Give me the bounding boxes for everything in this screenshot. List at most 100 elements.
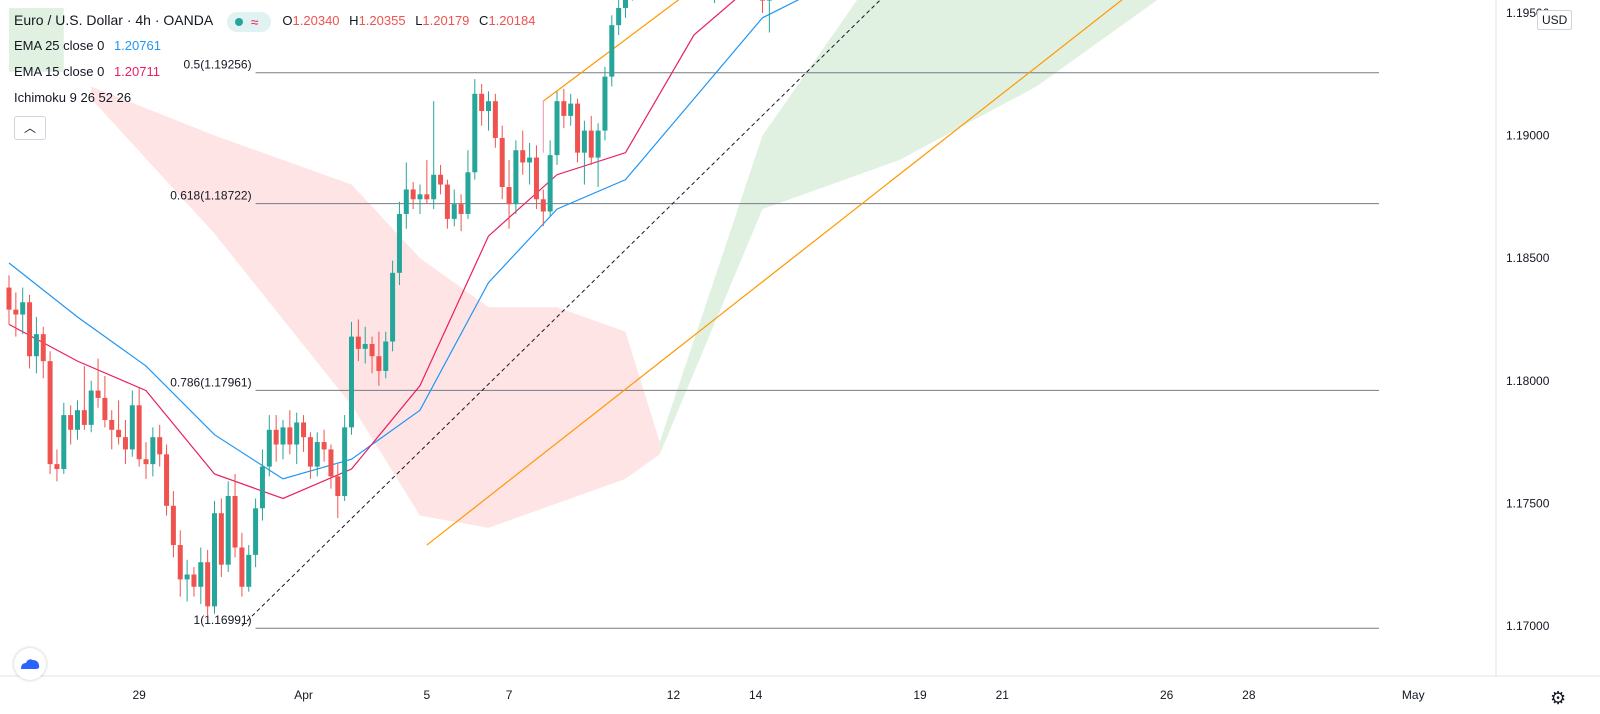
candle-body[interactable] <box>513 150 519 205</box>
candle-body[interactable] <box>95 390 101 398</box>
candle-body[interactable] <box>75 410 80 430</box>
candle-body[interactable] <box>122 437 128 450</box>
candle-body[interactable] <box>766 0 772 1</box>
candle-body[interactable] <box>506 187 512 205</box>
candle-body[interactable] <box>129 405 135 450</box>
candle-body[interactable] <box>479 93 485 111</box>
candle-body[interactable] <box>602 76 608 131</box>
candle-body[interactable] <box>239 547 245 587</box>
candle-body[interactable] <box>177 545 183 580</box>
symbol-title[interactable]: Euro / U.S. Dollar · 4h · OANDA <box>14 12 214 28</box>
candle-body[interactable] <box>383 341 389 371</box>
candle-body[interactable] <box>20 302 26 315</box>
candle-body[interactable] <box>349 336 354 428</box>
candle-body[interactable] <box>588 130 594 158</box>
candle-body[interactable] <box>568 103 574 116</box>
compare-badge[interactable]: ≈ <box>226 11 271 32</box>
candle-body[interactable] <box>47 361 53 465</box>
candle-body[interactable] <box>13 309 19 315</box>
candle-body[interactable] <box>314 442 320 467</box>
candle-body[interactable] <box>253 508 259 555</box>
candle-body[interactable] <box>61 415 67 470</box>
currency-label[interactable]: USD <box>1537 10 1573 30</box>
candle-body[interactable] <box>410 189 416 200</box>
ema25-line[interactable] <box>8 0 1434 480</box>
candle-body[interactable] <box>376 356 382 371</box>
fib-trend-line[interactable] <box>241 0 1372 627</box>
candle-body[interactable] <box>246 554 252 587</box>
candle-body[interactable] <box>184 574 190 580</box>
candle-body[interactable] <box>218 513 224 565</box>
candle-body[interactable] <box>6 287 12 310</box>
candle-body[interactable] <box>150 437 156 465</box>
channel-lower-line[interactable] <box>426 0 1468 546</box>
candle-body[interactable] <box>760 0 765 1</box>
candle-body[interactable] <box>301 422 307 438</box>
candle-body[interactable] <box>431 174 437 200</box>
ichimoku-legend[interactable]: Ichimoku 9 26 52 26 <box>14 88 541 114</box>
candle-body[interactable] <box>294 422 300 445</box>
candle-body[interactable] <box>143 459 149 465</box>
candle-body[interactable] <box>616 7 622 26</box>
ema25-legend[interactable]: EMA 25 close 0 1.20761 <box>14 36 541 62</box>
candle-body[interactable] <box>40 334 46 362</box>
candle-body[interactable] <box>458 204 464 214</box>
candle-body[interactable] <box>164 454 170 506</box>
candle-body[interactable] <box>492 101 498 138</box>
candle-body[interactable] <box>328 449 334 477</box>
candle-body[interactable] <box>595 130 601 158</box>
candle-body[interactable] <box>198 562 204 587</box>
candle-body[interactable] <box>191 574 197 587</box>
candle-body[interactable] <box>438 174 444 185</box>
candle-body[interactable] <box>355 336 361 349</box>
candle-body[interactable] <box>68 415 74 430</box>
candle-body[interactable] <box>575 103 581 153</box>
candle-body[interactable] <box>609 25 615 77</box>
candle-body[interactable] <box>342 427 348 497</box>
candle-body[interactable] <box>273 429 279 445</box>
candle-body[interactable] <box>287 427 293 445</box>
candle-body[interactable] <box>465 172 471 214</box>
candle-body[interactable] <box>102 397 108 420</box>
candle-body[interactable] <box>520 150 526 163</box>
candle-body[interactable] <box>547 155 553 212</box>
candle-body[interactable] <box>527 157 533 163</box>
candle-body[interactable] <box>581 130 587 153</box>
candle-body[interactable] <box>623 0 628 8</box>
candle-body[interactable] <box>109 419 115 430</box>
candle-body[interactable] <box>81 410 87 425</box>
candle-body[interactable] <box>417 194 423 200</box>
candle-body[interactable] <box>170 505 176 546</box>
candle-body[interactable] <box>396 213 402 273</box>
candle-body[interactable] <box>280 427 286 445</box>
candle-body[interactable] <box>561 101 567 116</box>
candle-body[interactable] <box>424 194 430 200</box>
candle-body[interactable] <box>499 137 505 188</box>
candle-body[interactable] <box>444 184 450 219</box>
candle-body[interactable] <box>212 513 217 607</box>
tradingview-logo-icon[interactable] <box>14 648 46 680</box>
candle-body[interactable] <box>321 442 327 450</box>
candle-body[interactable] <box>403 189 409 214</box>
settings-gear-icon[interactable]: ⚙ <box>1550 688 1567 708</box>
candle-body[interactable] <box>540 199 546 212</box>
candle-body[interactable] <box>88 390 94 425</box>
candle-body[interactable] <box>486 101 491 111</box>
candle-body[interactable] <box>266 429 272 467</box>
candle-body[interactable] <box>205 562 211 607</box>
candle-body[interactable] <box>554 101 560 156</box>
candle-body[interactable] <box>307 437 313 467</box>
candle-body[interactable] <box>533 157 539 200</box>
candle-body[interactable] <box>136 405 142 460</box>
candle-body[interactable] <box>54 464 60 470</box>
candle-body[interactable] <box>472 93 478 173</box>
candle-body[interactable] <box>369 343 375 357</box>
candle-body[interactable] <box>116 429 122 438</box>
candle-body[interactable] <box>259 466 265 509</box>
ema15-legend[interactable]: EMA 15 close 0 1.20711 <box>14 62 541 88</box>
collapse-legend-button[interactable]: ︿ <box>14 116 46 140</box>
candle-body[interactable] <box>33 334 39 357</box>
candle-body[interactable] <box>335 476 341 497</box>
candle-body[interactable] <box>390 272 396 342</box>
